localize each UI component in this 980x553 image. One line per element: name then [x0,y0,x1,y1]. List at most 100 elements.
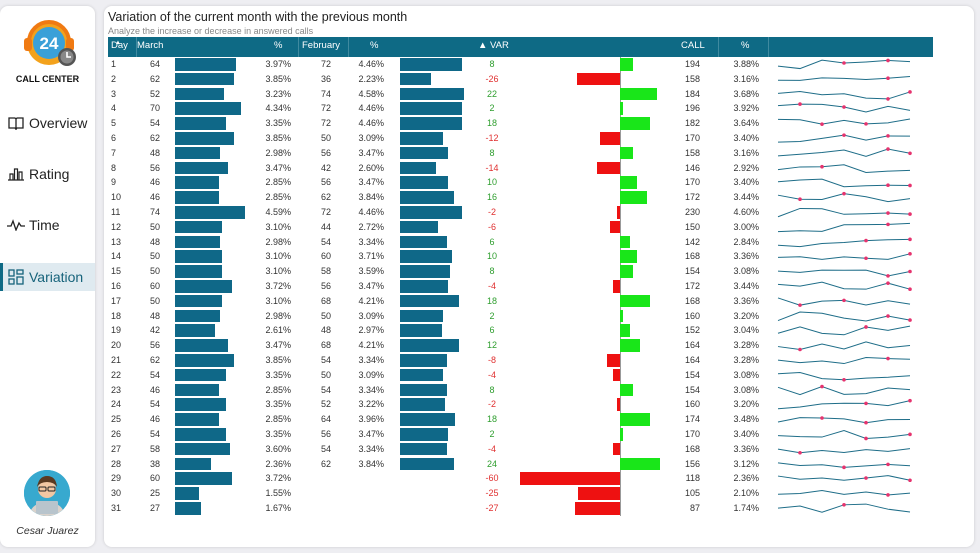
cell-fpct: 2.23% [358,73,384,84]
table-row[interactable]: 15 50 3.10% 58 3.59% 8 154 3.08% [108,264,933,279]
cell-var: -26 [485,73,499,84]
cell-cpct: 2.36% [733,473,759,484]
table-row[interactable]: 19 42 2.61% 48 2.97% 6 152 3.04% [108,323,933,338]
table-row[interactable]: 3 52 3.23% 74 4.58% 22 184 3.68% [108,87,933,102]
table-row[interactable]: 14 50 3.10% 60 3.71% 10 168 3.36% [108,249,933,264]
table-row[interactable]: 24 54 3.35% 52 3.22% -2 160 3.20% [108,397,933,412]
cell-march: 62 [149,133,160,143]
cell-var: -4 [487,281,496,291]
header-february[interactable]: February [302,40,341,51]
table-row[interactable]: 21 62 3.85% 54 3.34% -8 164 3.28% [108,353,933,368]
cell-fpct: 2.60% [358,162,384,173]
cell-var: 10 [486,251,497,262]
nav-overview[interactable]: Overview [0,109,95,137]
table-row[interactable]: 7 48 2.98% 56 3.47% 8 158 3.16% [108,146,933,161]
header-march-pct[interactable]: % [274,40,283,51]
cell-day: 27 [111,443,122,454]
cell-march: 50 [149,221,160,232]
sparkline-line [777,207,911,218]
sparkline-dot [886,281,890,285]
sparkline-dot [908,237,912,241]
nav-time[interactable]: Time [0,211,95,239]
table-row[interactable]: 8 56 3.47% 42 2.60% -14 146 2.92% [108,161,933,176]
header-var[interactable]: ▲ VAR [478,40,509,51]
header-march[interactable]: March [137,40,164,51]
cell-var: -8 [487,355,496,365]
header-february-pct[interactable]: % [370,40,379,51]
cell-cpct: 3.68% [733,88,759,99]
cell-day: 14 [111,251,122,262]
cell-march: 64 [149,59,160,69]
sparkline-dot [886,134,890,138]
cell-call: 172 [684,281,700,291]
variation-bar [596,161,620,175]
cell-call: 105 [684,488,700,499]
table-row[interactable]: 4 70 4.34% 72 4.46% 2 196 3.92% [108,101,933,116]
table-row[interactable]: 27 58 3.60% 54 3.34% -4 168 3.36% [108,442,933,457]
nav-rating[interactable]: Rating [0,160,95,188]
cell-cpct: 3.92% [733,103,759,114]
cell-cpct: 3.16% [733,147,759,158]
cell-var: 10 [486,177,497,188]
page-title: Variation of the current month with the … [108,10,408,24]
cell-var: 2 [489,103,495,114]
nav-rating-label: Rating [29,166,70,182]
cell-cpct: 3.64% [733,118,759,129]
table-row[interactable]: 16 60 3.72% 56 3.47% -4 172 3.44% [108,279,933,294]
sparkline-dot [886,211,890,215]
table-row[interactable]: 6 62 3.85% 50 3.09% -12 170 3.40% [108,131,933,146]
table-row[interactable]: 29 60 3.72% -60 118 2.36% [108,471,933,486]
table-row[interactable]: 11 74 4.59% 72 4.46% -2 230 4.60% [108,205,933,220]
cell-mpct: 3.10% [265,251,291,262]
sparkline [777,461,911,469]
table-row[interactable]: 26 54 3.35% 56 3.47% 2 170 3.40% [108,427,933,442]
sparkline [777,341,911,352]
table-row[interactable]: 10 46 2.85% 62 3.84% 16 172 3.44% [108,190,933,205]
nav-variation[interactable]: Variation [0,263,95,291]
table-row[interactable]: 20 56 3.47% 68 4.21% 12 164 3.28% [108,338,933,353]
table-row[interactable]: 5 54 3.35% 72 4.46% 18 182 3.64% [108,116,933,131]
table-row[interactable]: 2 62 3.85% 36 2.23% -26 158 3.16% [108,72,933,87]
header-day[interactable]: Day [111,40,128,51]
cell-call: 196 [684,103,700,114]
sparkline [777,58,911,70]
table-row[interactable]: 17 50 3.10% 68 4.21% 18 168 3.36% [108,294,933,309]
cell-cpct: 3.48% [733,414,759,425]
table-row[interactable]: 22 54 3.35% 50 3.09% -4 154 3.08% [108,368,933,383]
cell-mpct: 4.34% [265,103,291,114]
table-row[interactable]: 9 46 2.85% 56 3.47% 10 170 3.40% [108,175,933,190]
february-bar [400,161,437,175]
cell-day: 31 [111,503,122,513]
sparkline-dot [908,317,912,322]
cell-var: 12 [486,340,497,351]
variation-zero-axis [620,57,621,516]
sparkline-dot [820,164,824,169]
table-row[interactable]: 18 48 2.98% 50 3.09% 2 160 3.20% [108,309,933,324]
sparkline [777,281,912,291]
avatar[interactable] [24,470,70,516]
table-row[interactable]: 23 46 2.85% 54 3.34% 8 154 3.08% [108,383,933,398]
sparkline-line [777,490,911,496]
table-row[interactable]: 1 64 3.97% 72 4.46% 8 194 3.88% [108,57,933,72]
sort-up-icon[interactable]: ▲ [115,40,121,46]
cell-cpct: 3.36% [733,251,759,262]
cell-call: 146 [684,162,700,173]
variation-bar [620,102,624,115]
table-row[interactable]: 30 25 1.55% -25 105 2.10% [108,486,933,501]
table-row[interactable]: 25 46 2.85% 64 3.96% 18 174 3.48% [108,412,933,427]
table-row[interactable]: 31 27 1.67% -27 87 1.74% [108,501,933,516]
table-row[interactable]: 13 48 2.98% 54 3.34% 6 142 2.84% [108,235,933,250]
sparkline-dot [842,192,846,196]
table-row[interactable]: 12 50 3.10% 44 2.72% -6 150 3.00% [108,220,933,235]
cell-var: 18 [486,295,497,306]
cell-fpct: 4.46% [358,103,384,114]
header-call-pct[interactable]: % [741,40,750,51]
sparkline-dot [908,212,912,216]
cell-day: 22 [111,369,122,380]
header-call[interactable]: CALL [681,40,705,51]
cell-fpct: 2.97% [358,325,384,336]
cell-march: 50 [149,251,160,262]
table-row[interactable]: 28 38 2.36% 62 3.84% 24 156 3.12% [108,457,933,472]
cell-fpct: 3.84% [358,192,384,203]
variation-bar [620,339,640,352]
